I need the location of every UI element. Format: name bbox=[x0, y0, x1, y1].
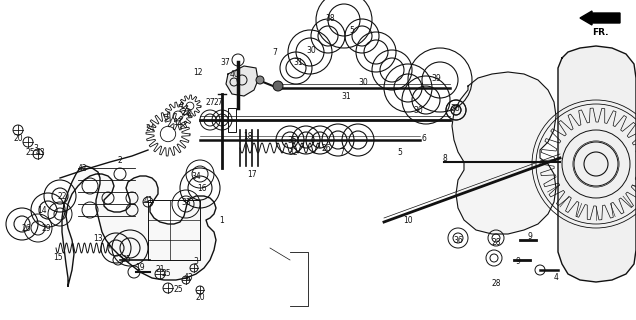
Text: 9: 9 bbox=[516, 258, 520, 267]
Text: 13: 13 bbox=[93, 234, 103, 243]
Text: 20: 20 bbox=[195, 293, 205, 302]
Text: 20: 20 bbox=[13, 133, 23, 142]
Text: 24: 24 bbox=[145, 124, 155, 132]
Text: 5: 5 bbox=[398, 148, 403, 156]
Text: 29: 29 bbox=[41, 223, 51, 233]
Text: 31: 31 bbox=[341, 92, 351, 100]
Text: 25: 25 bbox=[173, 285, 183, 294]
Text: 18: 18 bbox=[243, 132, 252, 140]
Text: 28: 28 bbox=[491, 237, 501, 246]
Text: 4: 4 bbox=[553, 274, 558, 283]
Text: 8: 8 bbox=[443, 154, 447, 163]
Text: 12: 12 bbox=[193, 68, 203, 76]
Text: 43: 43 bbox=[35, 148, 45, 156]
Text: 6: 6 bbox=[422, 133, 426, 142]
Circle shape bbox=[256, 76, 264, 84]
Text: 11: 11 bbox=[173, 117, 183, 126]
Polygon shape bbox=[226, 66, 258, 96]
Text: 34: 34 bbox=[191, 172, 201, 180]
Text: 31: 31 bbox=[293, 58, 303, 67]
Text: 38: 38 bbox=[325, 13, 335, 22]
Text: 7: 7 bbox=[273, 47, 277, 57]
Text: 25: 25 bbox=[161, 269, 171, 278]
Text: 30: 30 bbox=[413, 106, 423, 115]
Text: 25: 25 bbox=[25, 148, 35, 156]
Text: 26: 26 bbox=[21, 223, 31, 233]
Text: 35: 35 bbox=[287, 135, 297, 145]
Text: 41: 41 bbox=[143, 196, 153, 204]
Text: 39: 39 bbox=[431, 74, 441, 83]
Text: 43: 43 bbox=[183, 274, 193, 283]
Text: 32: 32 bbox=[288, 148, 298, 156]
Text: 28: 28 bbox=[491, 279, 501, 289]
Text: 30: 30 bbox=[358, 77, 368, 86]
Text: 5: 5 bbox=[350, 26, 354, 35]
FancyArrow shape bbox=[580, 11, 620, 25]
Bar bbox=[148, 200, 200, 260]
Text: 33: 33 bbox=[181, 197, 191, 206]
Text: 36: 36 bbox=[453, 236, 463, 244]
Text: 26: 26 bbox=[321, 143, 331, 153]
Bar bbox=[228, 108, 236, 132]
Text: 23: 23 bbox=[181, 108, 191, 116]
Text: 17: 17 bbox=[247, 170, 257, 179]
Text: 27: 27 bbox=[213, 98, 223, 107]
Polygon shape bbox=[558, 46, 636, 282]
Text: 27: 27 bbox=[205, 98, 215, 107]
Text: 42: 42 bbox=[77, 164, 86, 172]
Text: FR.: FR. bbox=[591, 28, 608, 36]
Text: 36: 36 bbox=[450, 103, 460, 113]
Polygon shape bbox=[62, 166, 216, 286]
Text: 22: 22 bbox=[57, 191, 67, 201]
Text: 3: 3 bbox=[193, 258, 198, 267]
Text: 21: 21 bbox=[155, 266, 165, 275]
Text: 15: 15 bbox=[53, 253, 63, 262]
Text: 35: 35 bbox=[121, 255, 131, 265]
Text: 3: 3 bbox=[34, 143, 38, 153]
Polygon shape bbox=[452, 72, 556, 234]
Text: 14: 14 bbox=[37, 205, 47, 214]
Text: 30: 30 bbox=[306, 45, 316, 54]
Text: 19: 19 bbox=[135, 263, 145, 273]
Text: 37: 37 bbox=[220, 58, 230, 67]
Text: 40: 40 bbox=[229, 69, 239, 78]
Circle shape bbox=[273, 81, 283, 91]
Text: 7: 7 bbox=[340, 148, 345, 156]
Text: 1: 1 bbox=[219, 215, 225, 225]
Text: 2: 2 bbox=[118, 156, 122, 164]
Text: 16: 16 bbox=[197, 183, 207, 193]
Text: 9: 9 bbox=[528, 231, 532, 241]
Text: 10: 10 bbox=[403, 215, 413, 225]
